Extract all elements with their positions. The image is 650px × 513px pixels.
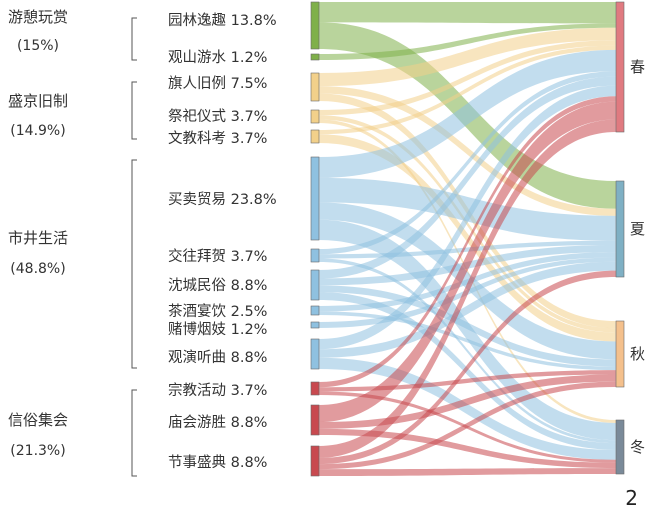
category-label: 观演听曲 8.8% [168,349,267,366]
category-node [310,53,320,61]
group-name: 市井生活 [8,229,68,247]
category-label: 旗人旧例 7.5% [168,75,267,92]
flow-link [319,374,616,429]
category-node [310,269,320,301]
flow-link [319,27,616,87]
flow-link [319,252,616,312]
category-label: 茶酒宴饮 2.5% [168,302,267,320]
flow-link [319,76,616,279]
category-label: 沈城民俗 8.8% [168,277,267,294]
category-node [310,72,320,102]
group-percentage: (15%) [17,38,59,54]
flow-link [319,285,616,367]
flow-link [319,270,616,465]
flow-link [319,381,616,470]
flow-link [319,23,616,60]
season-node [615,419,625,475]
category-node [310,109,320,124]
flow-link [319,468,616,476]
flow-link [319,258,616,444]
group-brackets [131,17,137,477]
category-nodes [310,1,320,477]
category-label: 观山游水 1.2% [168,49,267,66]
category-node [310,404,320,436]
group-percentage: (21.3%) [10,443,65,459]
flow-link [319,45,616,135]
flow-link [319,357,616,460]
group-name: 游憩玩赏 [8,8,68,26]
group-bracket [131,389,137,477]
flow-link [319,261,616,358]
category-label: 赌博烟妓 1.2% [168,321,267,338]
group-percentage: (48.8%) [10,261,65,277]
group-bracket [131,17,137,61]
season-nodes [615,1,625,475]
category-node [310,248,320,263]
flow-link [319,96,616,388]
flow-link [319,86,616,216]
group-bracket [131,159,137,369]
group-name: 盛京旧制 [8,92,68,110]
category-node [310,321,320,329]
flow-link [319,49,616,178]
season-node [615,1,625,133]
flow-link [319,85,616,350]
flow-link [319,71,616,255]
category-label: 交往拜贺 3.7% [168,247,267,265]
flow-link [319,134,616,342]
category-node [310,445,320,477]
flow-link [319,119,616,458]
category-label: 庙会游胜 8.8% [168,414,267,431]
category-node [310,338,320,370]
flow-link [319,311,616,371]
category-node [310,381,320,396]
flow-link [319,292,616,450]
flow-links [319,2,616,476]
category-node [310,1,320,50]
group-bracket [131,81,137,140]
category-label: 买卖贸易 23.8% [168,191,277,208]
category-node [310,129,320,144]
flow-link [319,219,616,441]
season-label: 夏 [630,220,645,238]
category-labels: 园林逸趣 13.8% 观山游水 1.2% 旗人旧例 7.5% 祭祀仪式 3.7% 文教科… [168,12,277,471]
category-node [310,156,320,241]
season-label: 冬 [630,438,645,456]
season-node [615,180,625,278]
group-percentage: (14.9%) [10,123,65,139]
flow-link [319,101,616,423]
flow-link [319,2,616,24]
season-label: 春 [630,58,645,76]
season-label: 秋 [630,345,645,363]
category-label: 园林逸趣 13.8% [168,12,277,29]
flow-link [319,115,616,333]
category-node [310,305,320,316]
flow-link [319,428,616,469]
flow-link [319,119,616,423]
page-number: 2 [625,486,638,510]
category-label: 文教科考 3.7% [168,130,267,147]
flow-link [319,40,616,116]
category-label: 祭祀仪式 3.7% [168,108,267,125]
category-label: 宗教活动 3.7% [168,382,267,399]
group-name: 信俗集会 [8,411,68,429]
season-node [615,320,625,388]
category-label: 节事盛典 8.8% [168,454,267,471]
flow-link [319,177,616,241]
group-labels: 游憩玩赏 (15%) 盛京旧制 (14.9%) 市井生活 (48.8%) 信俗集会 (21.3… [8,8,68,459]
